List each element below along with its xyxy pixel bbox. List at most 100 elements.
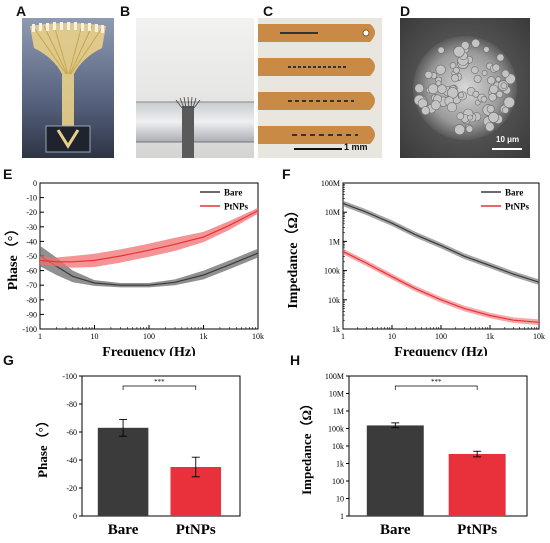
y-tick-label: -20 [66, 484, 77, 493]
x-tick-label: 1k [486, 332, 494, 341]
panel-label-c: C [263, 3, 274, 19]
x-tick-label: 10 [388, 332, 396, 341]
probe-shank-4 [258, 126, 375, 144]
sem-particle [486, 105, 495, 114]
category-label-ptnps: PtNPs [457, 522, 497, 538]
y-tick-label: 10M [329, 390, 344, 399]
y-tick-label: 10k [328, 296, 340, 305]
confidence-band-ptnps [40, 207, 258, 268]
sem-particle [471, 38, 481, 48]
x-tick-label: 1 [38, 332, 42, 341]
photo-probe-side [136, 18, 254, 158]
sem-particle [453, 46, 465, 58]
photo-sem-ptnps: 10 μm [400, 18, 530, 158]
bar-ptnps [448, 453, 506, 516]
x-tick-label: 10 [91, 332, 99, 341]
sem-particle [456, 112, 465, 120]
x-axis-label: Frequency (Hz) [102, 345, 196, 356]
y-axis-label: Phase（°） [5, 222, 21, 291]
panel-label-f: F [282, 166, 291, 182]
confidence-band-ptnps [343, 248, 539, 326]
sem-particle [496, 53, 505, 62]
y-tick-label: -100 [22, 325, 37, 334]
y-tick-label: 0 [73, 512, 77, 521]
y-tick-label: -10 [26, 194, 37, 203]
series-line-ptnps [342, 250, 540, 323]
x-axis-label: Frequency (Hz) [394, 345, 488, 356]
y-tick-label: -80 [26, 296, 37, 305]
y-tick-label: 100M [325, 372, 344, 381]
panel-label-a: A [16, 3, 27, 19]
scale-bar-d [492, 148, 522, 150]
panel-label-e: E [3, 166, 13, 182]
sem-particle [452, 66, 460, 74]
chart-impedance-vs-frequency: 1k 10k 100k 1M 10M 100M 1 10 100 1k 10k Bare PtNPs Fr… [285, 179, 545, 356]
significance-label: *** [431, 378, 442, 386]
bar-bare [366, 425, 424, 516]
sem-particle [435, 64, 446, 75]
sem-particle [488, 93, 497, 102]
x-tick-label: 10k [533, 332, 545, 341]
panel-label-d: D [400, 3, 411, 19]
probe-illustration [136, 18, 254, 158]
scale-label-c: 1 mm [344, 142, 368, 152]
y-tick-label: 1k [336, 460, 344, 469]
probe-shank-1 [258, 24, 375, 42]
bar-bare [97, 427, 149, 516]
probe-shank-3 [258, 92, 375, 110]
significance-bracket [394, 385, 478, 390]
confidence-band-bare [343, 200, 539, 285]
panel-label-h: H [290, 352, 301, 368]
y-tick-label: 100k [328, 425, 344, 434]
x-tick-label: 100 [435, 332, 447, 341]
sem-particle [481, 70, 488, 76]
legend-label-ptnps: PtNPs [505, 202, 529, 212]
y-tick-label: 10 [336, 495, 344, 504]
sem-particle [446, 102, 457, 113]
sem-particle [421, 106, 431, 116]
sem-particle [449, 62, 457, 69]
y-axis-label: Impedance（Ω） [299, 397, 314, 495]
x-tick-label: 1k [200, 332, 208, 341]
y-tick-label: -70 [26, 281, 37, 290]
y-tick-label: -30 [26, 223, 37, 232]
category-label-bare: Bare [108, 522, 139, 538]
x-tick-label: 10k [252, 332, 264, 341]
y-tick-label: 100k [324, 267, 340, 276]
sem-particle [492, 63, 501, 72]
sem-particle [472, 90, 480, 98]
sem-particle [495, 76, 502, 83]
sem-particle [488, 112, 499, 123]
probe-tips-illustration [258, 18, 382, 158]
category-label-ptnps: PtNPs [176, 522, 216, 538]
sem-illustration [400, 18, 530, 158]
y-tick-label: -60 [66, 428, 77, 437]
sem-particle [467, 114, 473, 121]
y-tick-label: 0 [33, 179, 37, 188]
significance-bracket [122, 385, 197, 390]
probe-shank-2 [258, 58, 375, 76]
series-line-bare [39, 252, 259, 286]
y-tick-label: -90 [26, 310, 37, 319]
sem-particle [460, 41, 470, 50]
x-tick-label: 100 [143, 332, 155, 341]
sem-particle [435, 80, 442, 87]
sem-particle [502, 106, 510, 114]
sem-particle [450, 74, 459, 83]
panel-label-b: B [120, 3, 131, 19]
y-tick-label: -40 [66, 456, 77, 465]
y-axis-label: Impedance（Ω） [285, 203, 301, 308]
panel-label-g: G [3, 352, 14, 368]
chart-impedance-bar: 1 10 100 1k 10k 100k 1M 10M 100M Bare PtNPs *** Impe… [299, 372, 528, 538]
sem-particle [500, 82, 508, 89]
scale-label-d: 10 μm [496, 135, 520, 144]
plot-frame [81, 375, 241, 517]
y-tick-label: 1M [333, 407, 344, 416]
series-line-ptnps [39, 210, 259, 263]
y-tick-label: 1M [329, 237, 340, 246]
legend-label-bare: Bare [224, 188, 242, 198]
sem-particle [437, 46, 445, 54]
sem-particle [487, 76, 496, 85]
sem-particle [474, 99, 481, 106]
